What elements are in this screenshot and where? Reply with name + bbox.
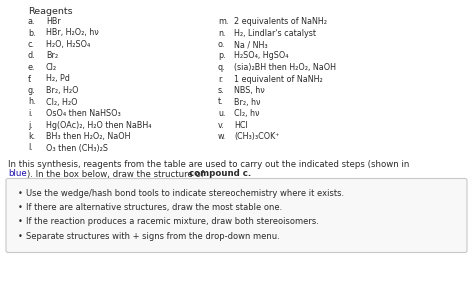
Text: H₂O, H₂SO₄: H₂O, H₂SO₄ xyxy=(46,40,90,49)
Text: k.: k. xyxy=(28,132,35,141)
Text: If there are alternative structures, draw the most stable one.: If there are alternative structures, dra… xyxy=(26,203,282,212)
Text: •: • xyxy=(18,232,23,241)
Text: p.: p. xyxy=(218,51,226,61)
Text: o.: o. xyxy=(218,40,225,49)
Text: d.: d. xyxy=(28,51,36,61)
Text: H₂, Pd: H₂, Pd xyxy=(46,75,70,83)
Text: HCl: HCl xyxy=(234,121,248,129)
Text: BH₃ then H₂O₂, NaOH: BH₃ then H₂O₂, NaOH xyxy=(46,132,130,141)
Text: 1 equivalent of NaNH₂: 1 equivalent of NaNH₂ xyxy=(234,75,323,83)
Text: e.: e. xyxy=(28,63,36,72)
Text: m.: m. xyxy=(218,17,228,26)
Text: NBS, hν: NBS, hν xyxy=(234,86,265,95)
Text: O₃ then (CH₃)₂S: O₃ then (CH₃)₂S xyxy=(46,143,108,152)
Text: •: • xyxy=(18,217,23,227)
FancyBboxPatch shape xyxy=(6,178,467,252)
Text: •: • xyxy=(18,189,23,198)
Text: w.: w. xyxy=(218,132,226,141)
Text: OsO₄ then NaHSO₃: OsO₄ then NaHSO₃ xyxy=(46,109,121,118)
Text: In this synthesis, reagents from the table are used to carry out the indicated s: In this synthesis, reagents from the tab… xyxy=(8,160,410,169)
Text: b.: b. xyxy=(28,29,36,37)
Text: Br₂: Br₂ xyxy=(46,51,58,61)
Text: 2 equivalents of NaNH₂: 2 equivalents of NaNH₂ xyxy=(234,17,327,26)
Text: blue: blue xyxy=(8,170,27,178)
Text: Cl₂, H₂O: Cl₂, H₂O xyxy=(46,97,78,107)
Text: l.: l. xyxy=(28,143,33,152)
Text: H₂SO₄, HgSO₄: H₂SO₄, HgSO₄ xyxy=(234,51,289,61)
Text: compound c.: compound c. xyxy=(189,170,251,178)
Text: n.: n. xyxy=(218,29,226,37)
Text: a.: a. xyxy=(28,17,36,26)
Text: Cl₂, hν: Cl₂, hν xyxy=(234,109,259,118)
Text: Reagents: Reagents xyxy=(28,7,73,16)
Text: u.: u. xyxy=(218,109,226,118)
Text: Br₂, H₂O: Br₂, H₂O xyxy=(46,86,79,95)
Text: (sia)₂BH then H₂O₂, NaOH: (sia)₂BH then H₂O₂, NaOH xyxy=(234,63,336,72)
Text: g.: g. xyxy=(28,86,36,95)
Text: Use the wedge/hash bond tools to indicate stereochemistry where it exists.: Use the wedge/hash bond tools to indicat… xyxy=(26,189,344,198)
Text: HBr: HBr xyxy=(46,17,61,26)
Text: (CH₃)₃COK⁺: (CH₃)₃COK⁺ xyxy=(234,132,280,141)
Text: Br₂, hν: Br₂, hν xyxy=(234,97,261,107)
Text: Cl₂: Cl₂ xyxy=(46,63,57,72)
Text: H₂, Lindlar's catalyst: H₂, Lindlar's catalyst xyxy=(234,29,316,37)
Text: q.: q. xyxy=(218,63,226,72)
Text: s.: s. xyxy=(218,86,225,95)
Text: If the reaction produces a racemic mixture, draw both stereoisomers.: If the reaction produces a racemic mixtu… xyxy=(26,217,319,227)
Text: r.: r. xyxy=(218,75,223,83)
Text: h.: h. xyxy=(28,97,36,107)
Text: f.: f. xyxy=(28,75,33,83)
Text: •: • xyxy=(18,203,23,212)
Text: ). In the box below, draw the structure of: ). In the box below, draw the structure … xyxy=(27,170,207,178)
Text: Na / NH₃: Na / NH₃ xyxy=(234,40,268,49)
Text: Separate structures with + signs from the drop-down menu.: Separate structures with + signs from th… xyxy=(26,232,280,241)
Text: v.: v. xyxy=(218,121,225,129)
Text: t.: t. xyxy=(218,97,224,107)
Text: Hg(OAc)₂, H₂O then NaBH₄: Hg(OAc)₂, H₂O then NaBH₄ xyxy=(46,121,152,129)
Text: HBr, H₂O₂, hν: HBr, H₂O₂, hν xyxy=(46,29,99,37)
Text: i.: i. xyxy=(28,109,33,118)
Text: c.: c. xyxy=(28,40,35,49)
Text: j.: j. xyxy=(28,121,33,129)
